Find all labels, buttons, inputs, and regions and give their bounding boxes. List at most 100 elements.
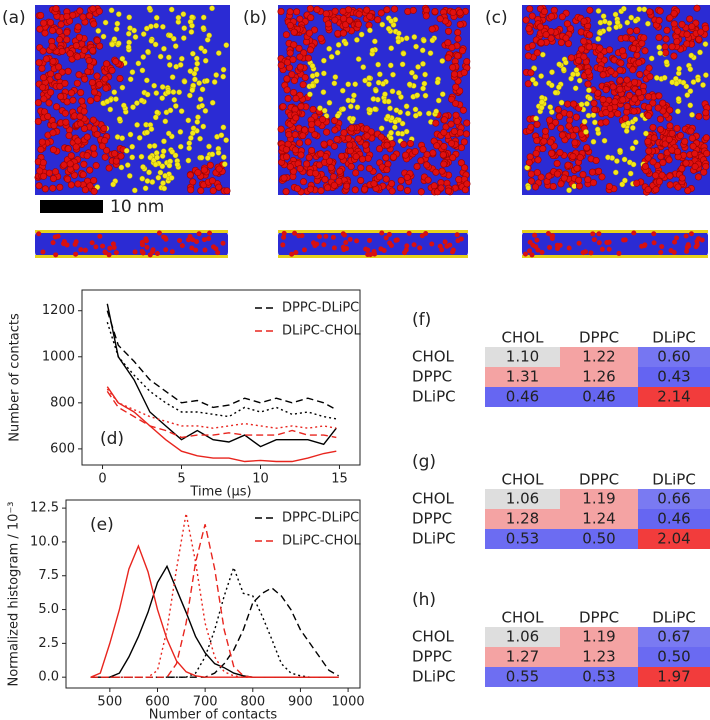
lipid-red [77, 120, 85, 128]
cell-value: 1.19 [582, 490, 615, 508]
cholesterol [95, 28, 102, 34]
lipid-red [144, 244, 150, 250]
lipid-red [453, 117, 461, 125]
lipid-red [73, 79, 81, 87]
lipid-red [588, 250, 594, 256]
table-label: (h) [412, 590, 436, 610]
cholesterol [215, 150, 222, 156]
cholesterol [566, 187, 572, 194]
lipid-red [139, 242, 145, 248]
lipid-red [591, 106, 599, 114]
lipid-red [462, 130, 470, 138]
cholesterol [160, 180, 166, 186]
lipid-red [277, 61, 285, 69]
lipid-red [39, 47, 47, 55]
cholesterol [614, 19, 621, 26]
cholesterol [586, 87, 592, 93]
lipid-red [49, 146, 57, 154]
lipid-red [586, 6, 594, 14]
lipid-red [277, 8, 285, 16]
lipid-red [154, 250, 160, 256]
lipid-red [281, 230, 287, 236]
lipid-red [93, 244, 99, 250]
x-tick-label: 800 [240, 695, 265, 710]
leaflet-edge [278, 230, 468, 233]
lipid-red [340, 129, 348, 137]
cholesterol [409, 69, 415, 76]
cholesterol [220, 124, 227, 131]
lipid-red [687, 127, 695, 135]
cholesterol [420, 85, 426, 92]
cholesterol [180, 11, 187, 17]
lipid-red [573, 164, 581, 172]
lipid-red [641, 162, 649, 170]
lipid-red [388, 180, 396, 188]
cholesterol [538, 99, 545, 106]
lipid-red [74, 23, 82, 31]
lipid-red [674, 27, 682, 35]
cholesterol [600, 13, 607, 19]
lipid-red [540, 8, 548, 16]
lipid-red [596, 231, 602, 237]
cholesterol [421, 37, 427, 44]
cholesterol [362, 77, 368, 84]
cholesterol [205, 155, 211, 161]
lipid-red [452, 111, 460, 119]
lipid-red [406, 230, 412, 236]
lipid-red [117, 152, 125, 160]
lipid-red [98, 142, 106, 150]
lipid-red [331, 117, 339, 125]
cholesterol [313, 78, 320, 84]
lipid-red [429, 241, 435, 247]
cholesterol [556, 61, 562, 68]
table-label: (g) [412, 452, 436, 472]
cholesterol [412, 74, 419, 80]
cholesterol [202, 108, 209, 114]
lipid-red [665, 156, 673, 164]
lipid-red [671, 249, 677, 255]
leaflet-edge [522, 255, 708, 258]
cholesterol [114, 134, 121, 140]
cholesterol [153, 90, 160, 96]
lipid-red [283, 153, 291, 161]
cholesterol [148, 126, 155, 132]
cholesterol [581, 118, 588, 125]
lipid-red [522, 16, 530, 24]
lipid-red [72, 143, 80, 151]
cholesterol [196, 80, 202, 86]
lipid-red [352, 153, 360, 161]
lipid-red [575, 182, 583, 190]
cholesterol [178, 108, 185, 114]
lipid-red [67, 89, 75, 97]
lipid-red [45, 99, 53, 107]
lipid-red [327, 164, 335, 172]
cholesterol [209, 99, 216, 106]
snapshot [34, 5, 231, 195]
lipid-red [89, 240, 95, 246]
lipid-red [286, 8, 294, 16]
series-line [90, 565, 339, 678]
lipid-red [616, 76, 624, 84]
lipid-red [193, 247, 199, 253]
lipid-red [52, 168, 60, 176]
lipid-red [283, 86, 291, 94]
lipid-red [112, 57, 120, 65]
cholesterol [419, 47, 426, 54]
cholesterol [189, 130, 196, 136]
cholesterol [366, 75, 372, 81]
cholesterol [590, 112, 597, 118]
snapshot [522, 4, 710, 196]
lipid-red [215, 183, 223, 191]
lipid-red [644, 186, 652, 194]
lipid-red [47, 19, 55, 27]
lipid-red [365, 164, 373, 172]
cell-value: 0.50 [657, 648, 690, 666]
cholesterol [628, 14, 635, 21]
lipid-red [338, 152, 346, 160]
cholesterol [648, 55, 655, 62]
lipid-red [206, 161, 214, 169]
cholesterol [552, 89, 559, 96]
lipid-red [81, 186, 89, 194]
lipid-red [390, 153, 398, 161]
